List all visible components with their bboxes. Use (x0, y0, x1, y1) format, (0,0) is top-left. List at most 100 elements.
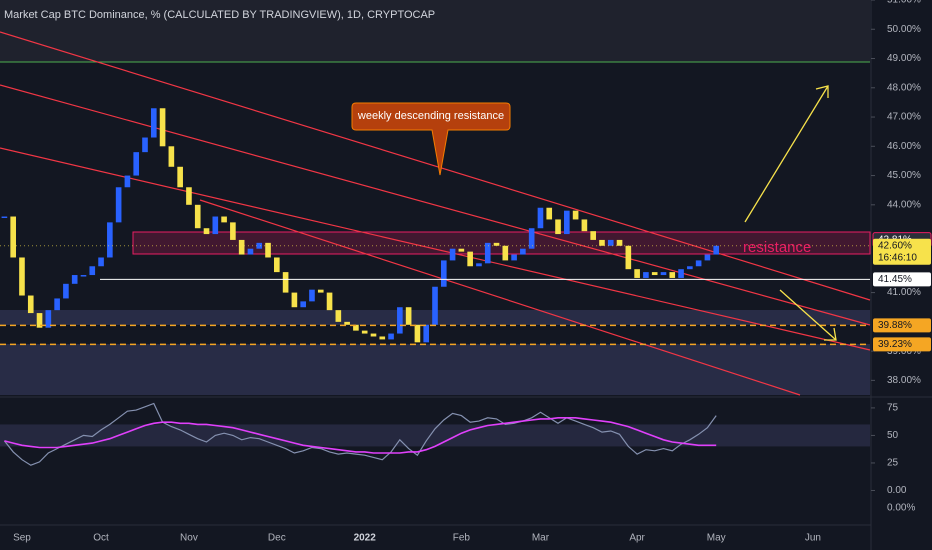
candle (317, 289, 324, 293)
y-tick-label: 41.00% (887, 287, 921, 298)
candle (133, 152, 140, 176)
y-tick-label: 51.00% (887, 0, 921, 6)
candle (238, 239, 245, 255)
y-tick-label: 44.00% (887, 199, 921, 210)
candle (203, 228, 210, 235)
arrow-head (815, 85, 829, 98)
candle (265, 242, 271, 258)
y-tick-label: 75 (887, 403, 899, 414)
candle (467, 251, 473, 267)
y-tick-label: 48.00% (887, 82, 921, 93)
candle (326, 292, 333, 311)
x-tick-label: Mar (532, 533, 550, 544)
candle (511, 254, 517, 261)
candle (159, 108, 166, 147)
candle (370, 333, 377, 337)
candle (476, 263, 482, 267)
y-tick-label: 50 (887, 430, 899, 441)
candle (19, 257, 25, 296)
candle (449, 248, 456, 261)
channel-lines (0, 31, 871, 396)
candle (379, 336, 386, 340)
candle (484, 242, 491, 264)
candle (634, 269, 640, 278)
candle (45, 310, 52, 328)
candle (10, 216, 16, 258)
y-tick-label: 38.00% (887, 375, 921, 386)
candle (546, 207, 553, 220)
countdown: 16:46:10 (878, 252, 917, 263)
candle (309, 289, 315, 302)
candle (361, 330, 368, 334)
candle (458, 248, 465, 252)
candle (397, 307, 403, 334)
candle (282, 272, 289, 293)
x-tick-label: 2022 (354, 533, 377, 544)
arrows (744, 85, 837, 341)
price-label-box (873, 318, 931, 333)
candle (555, 219, 561, 235)
candle (643, 272, 649, 278)
candle (107, 222, 113, 258)
y-tick-label: 50.00% (887, 24, 921, 35)
candle (581, 219, 588, 232)
candle (230, 222, 236, 240)
pane-label: 0.00% (887, 503, 915, 514)
candle (678, 269, 684, 278)
x-tick-label: May (707, 533, 726, 544)
trend-line (199, 199, 801, 396)
upper-zone (0, 0, 870, 62)
candle (388, 333, 394, 340)
x-tick-label: Nov (180, 533, 198, 544)
candle (186, 187, 192, 205)
candle (27, 295, 34, 314)
candle (256, 242, 263, 249)
candle (274, 257, 280, 273)
candle (660, 272, 667, 276)
y-tick-label: 46.00% (887, 141, 921, 152)
candle (564, 210, 570, 235)
candle (124, 175, 131, 188)
candle (221, 216, 227, 223)
candle (687, 266, 693, 270)
resistance-label: resistance (743, 239, 811, 256)
candle (353, 324, 359, 331)
rsi-band (0, 424, 870, 447)
price-label: 42.60% (878, 240, 912, 251)
candle (80, 275, 87, 277)
x-tick-label: Oct (93, 533, 109, 544)
candle (616, 239, 623, 246)
candle (625, 245, 632, 270)
candle (502, 245, 509, 261)
candle (142, 137, 148, 153)
trend-line (0, 31, 871, 301)
candle (520, 248, 526, 255)
candle (98, 257, 104, 267)
candle (669, 272, 676, 278)
candle (405, 307, 412, 325)
price-label: 39.23% (878, 339, 912, 350)
candle (71, 275, 78, 284)
x-tick-label: Apr (629, 533, 645, 544)
candle (432, 286, 438, 325)
candle (335, 310, 342, 322)
trend-line (0, 84, 871, 326)
candle (607, 239, 614, 246)
candle (115, 187, 122, 223)
candle (537, 207, 544, 229)
candle (194, 204, 201, 229)
candle (36, 313, 43, 328)
support-zone (0, 344, 870, 395)
candle (212, 216, 219, 235)
y-tick-label: 0.00 (887, 485, 907, 496)
candle (599, 239, 605, 246)
candle (1, 216, 8, 219)
candle (344, 321, 350, 325)
candle (63, 283, 69, 299)
chart-title: Market Cap BTC Dominance, % (CALCULATED … (4, 9, 435, 21)
y-tick-label: 49.00% (887, 53, 921, 64)
series-line (3, 402, 717, 466)
x-tick-label: Feb (453, 533, 471, 544)
candle (651, 272, 658, 276)
